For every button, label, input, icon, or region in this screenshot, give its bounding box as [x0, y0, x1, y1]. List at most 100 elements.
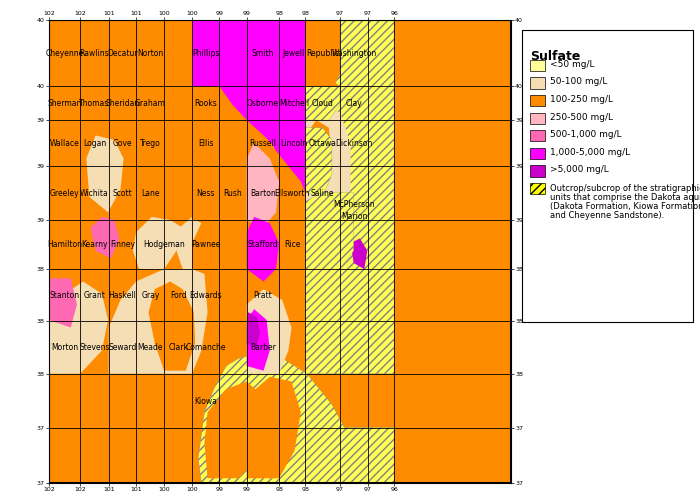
Text: Mitchell: Mitchell: [279, 99, 309, 108]
Text: 18: 18: [570, 246, 580, 256]
Text: Wichita: Wichita: [80, 189, 108, 198]
Polygon shape: [305, 86, 340, 120]
Polygon shape: [148, 282, 195, 371]
Text: Rawlins: Rawlins: [80, 49, 109, 58]
Text: Gray: Gray: [141, 291, 160, 300]
Polygon shape: [305, 192, 354, 269]
Text: Ford: Ford: [170, 291, 187, 300]
Polygon shape: [108, 269, 208, 374]
Text: Pawnee: Pawnee: [191, 240, 220, 249]
Text: Graham: Graham: [135, 99, 166, 108]
Text: units that comprise the Dakota aquifer: units that comprise the Dakota aquifer: [550, 193, 700, 202]
Text: Jewell: Jewell: [283, 49, 305, 58]
Polygon shape: [246, 217, 279, 282]
Text: Finney: Finney: [110, 240, 135, 249]
Polygon shape: [192, 20, 305, 192]
Text: 36: 36: [609, 272, 619, 281]
Text: Hodgeman: Hodgeman: [144, 240, 185, 249]
Text: Thomas: Thomas: [79, 99, 109, 108]
Text: Ottawa: Ottawa: [309, 139, 337, 147]
Text: Barber: Barber: [250, 343, 276, 352]
Polygon shape: [305, 20, 394, 374]
Polygon shape: [246, 309, 270, 371]
Text: Miles: Miles: [566, 286, 585, 295]
Polygon shape: [351, 238, 368, 269]
Text: 500-1,000 mg/L: 500-1,000 mg/L: [550, 130, 621, 139]
Text: Greeley: Greeley: [50, 189, 79, 198]
Text: Rice: Rice: [284, 240, 300, 249]
Text: Stevens: Stevens: [79, 343, 110, 352]
Text: Cheyenne: Cheyenne: [46, 49, 84, 58]
Text: Sulfate: Sulfate: [530, 50, 580, 63]
Text: 100-250 mg/L: 100-250 mg/L: [550, 95, 612, 104]
Polygon shape: [246, 312, 260, 348]
Text: Kiowa: Kiowa: [195, 397, 217, 406]
Text: Cloud: Cloud: [312, 99, 333, 108]
Polygon shape: [189, 135, 239, 220]
Text: Edwards: Edwards: [190, 291, 222, 300]
Text: Phillips: Phillips: [192, 49, 219, 58]
Text: Osborne: Osborne: [247, 99, 279, 108]
Text: Clay: Clay: [346, 99, 363, 108]
Text: Marion: Marion: [341, 212, 368, 221]
Polygon shape: [246, 289, 291, 374]
Polygon shape: [305, 74, 340, 105]
Text: <50 mg/L: <50 mg/L: [550, 60, 594, 69]
Text: Barton: Barton: [250, 189, 276, 198]
Text: Saline: Saline: [311, 189, 335, 198]
Text: 36: 36: [609, 246, 619, 256]
Text: Kilometers: Kilometers: [555, 261, 596, 270]
Text: Ellis: Ellis: [198, 139, 214, 147]
Polygon shape: [49, 282, 108, 374]
Text: Grant: Grant: [83, 291, 105, 300]
Polygon shape: [91, 217, 119, 259]
Text: Republic: Republic: [306, 49, 339, 58]
Text: Morton: Morton: [51, 343, 78, 352]
Polygon shape: [305, 105, 351, 220]
Polygon shape: [305, 128, 332, 197]
Polygon shape: [279, 20, 305, 86]
Text: Smith: Smith: [252, 49, 274, 58]
Text: Decatur: Decatur: [107, 49, 138, 58]
Polygon shape: [305, 120, 332, 174]
Text: Comanche: Comanche: [186, 343, 226, 352]
Text: Stafford: Stafford: [248, 240, 279, 249]
Text: Pratt: Pratt: [253, 291, 272, 300]
Polygon shape: [86, 135, 124, 212]
Text: 250-500 mg/L: 250-500 mg/L: [550, 113, 612, 122]
Text: and Cheyenne Sandstone).: and Cheyenne Sandstone).: [550, 211, 664, 220]
Text: Hamilton: Hamilton: [47, 240, 82, 249]
Text: Norton: Norton: [137, 49, 164, 58]
Text: Clark: Clark: [168, 343, 188, 352]
Text: Logan: Logan: [83, 139, 106, 147]
Text: Ness: Ness: [197, 189, 215, 198]
Text: Stanton: Stanton: [50, 291, 80, 300]
Text: 50-100 mg/L: 50-100 mg/L: [550, 77, 607, 87]
Text: Kearny: Kearny: [81, 240, 108, 249]
Text: Wallace: Wallace: [50, 139, 79, 147]
Text: Scott: Scott: [113, 189, 132, 198]
Polygon shape: [219, 58, 270, 120]
Polygon shape: [192, 220, 232, 269]
Polygon shape: [133, 217, 183, 269]
Polygon shape: [49, 278, 77, 327]
Text: Sherman: Sherman: [48, 99, 82, 108]
Polygon shape: [246, 143, 279, 228]
Text: 18: 18: [570, 272, 580, 281]
Text: (Dakota Formation, Kiowa Formation: (Dakota Formation, Kiowa Formation: [550, 202, 700, 211]
Text: Rooks: Rooks: [195, 99, 217, 108]
Text: Gove: Gove: [113, 139, 132, 147]
Text: >5,000 mg/L: >5,000 mg/L: [550, 165, 608, 175]
Text: Trego: Trego: [140, 139, 161, 147]
Text: Rush: Rush: [224, 189, 242, 198]
Polygon shape: [279, 220, 314, 269]
Text: Seward: Seward: [108, 343, 136, 352]
Polygon shape: [204, 381, 270, 478]
Text: 1,000-5,000 mg/L: 1,000-5,000 mg/L: [550, 148, 629, 157]
Polygon shape: [49, 351, 394, 483]
Text: Dickinson: Dickinson: [335, 139, 373, 147]
Text: Ellsworth: Ellsworth: [274, 189, 310, 198]
Polygon shape: [176, 217, 211, 269]
Text: Outcrop/subcrop of the stratigraphic: Outcrop/subcrop of the stratigraphic: [550, 184, 700, 193]
Text: Lincoln: Lincoln: [281, 139, 307, 147]
